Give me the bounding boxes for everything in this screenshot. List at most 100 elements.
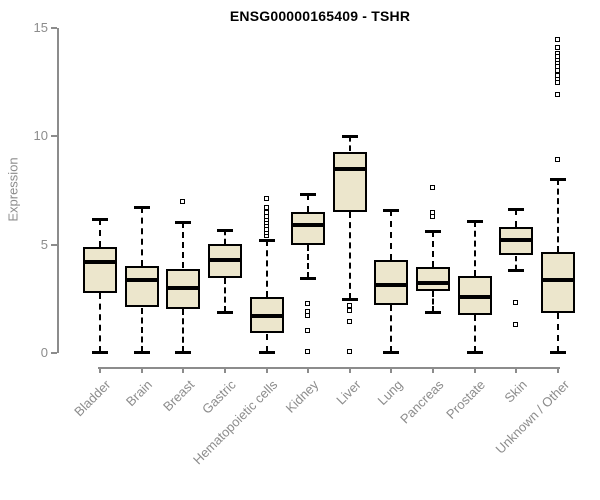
lower-whisker-line <box>348 212 351 299</box>
box-pancreas <box>416 267 451 292</box>
lower-whisker-cap <box>425 310 442 314</box>
y-tick <box>51 243 57 246</box>
upper-whisker-cap <box>466 219 483 223</box>
lower-whisker-line <box>265 333 268 352</box>
upper-whisker-line <box>390 210 393 260</box>
x-tick <box>432 367 435 373</box>
median-line <box>166 286 201 290</box>
median-line <box>124 278 159 283</box>
x-tick-label: Breast <box>159 377 197 415</box>
outlier-point <box>305 313 311 319</box>
lower-whisker-cap <box>300 277 317 281</box>
lower-whisker-cap <box>175 350 192 354</box>
x-tick <box>348 367 351 373</box>
outlier-point <box>555 157 561 163</box>
lower-whisker-line <box>182 308 185 352</box>
median-line <box>541 278 576 283</box>
upper-whisker-cap <box>258 239 275 243</box>
x-tick-label: Prostate <box>443 377 489 422</box>
lower-whisker-line <box>223 278 226 312</box>
upper-whisker-line <box>265 240 268 297</box>
x-tick-label: Liver <box>332 377 364 408</box>
lower-whisker-cap <box>383 350 400 354</box>
lower-whisker-cap <box>258 350 275 354</box>
upper-whisker-cap <box>383 209 400 212</box>
outlier-point <box>513 300 519 306</box>
upper-whisker-line <box>515 208 518 228</box>
x-tick-label: Bladder <box>71 377 114 420</box>
upper-whisker-cap <box>425 229 442 233</box>
outlier-point <box>430 213 436 219</box>
lower-whisker-line <box>390 305 393 352</box>
outlier-point <box>513 321 519 327</box>
x-tick-label: Kidney <box>283 377 322 416</box>
x-tick <box>557 367 560 373</box>
lower-whisker-cap <box>216 310 233 314</box>
median-line <box>457 294 492 299</box>
box-kidney <box>291 212 326 245</box>
median-line <box>332 166 367 171</box>
y-tick-label: 10 <box>33 128 48 144</box>
box-liver <box>332 151 367 213</box>
upper-whisker-cap <box>216 228 233 232</box>
upper-whisker-line <box>432 230 435 268</box>
x-tick <box>390 367 393 373</box>
lower-whisker-cap <box>92 350 108 354</box>
x-tick-label: Unknown / Other <box>492 377 572 457</box>
lower-whisker-cap <box>550 350 567 354</box>
outlier-point <box>555 80 561 86</box>
outlier-point <box>346 318 352 324</box>
lower-whisker-line <box>307 244 310 279</box>
x-tick <box>99 367 101 373</box>
upper-whisker-line <box>307 193 310 213</box>
lower-whisker-line <box>515 255 518 270</box>
outlier-point <box>555 36 561 42</box>
outlier-point <box>346 348 352 354</box>
lower-whisker-line <box>432 291 435 312</box>
outlier-point <box>555 44 561 50</box>
upper-whisker-cap <box>341 135 358 139</box>
upper-whisker-line <box>182 221 185 269</box>
lower-whisker-cap <box>341 297 358 301</box>
upper-whisker-line <box>348 136 351 152</box>
lower-whisker-cap <box>466 350 483 354</box>
y-axis-line <box>57 28 59 353</box>
lower-whisker-cap <box>133 350 150 354</box>
x-tick <box>182 367 185 373</box>
upper-whisker-line <box>473 220 476 277</box>
lower-whisker-line <box>99 293 101 352</box>
median-line <box>249 314 284 319</box>
box-lung <box>374 259 409 306</box>
outlier-point <box>430 185 436 191</box>
median-line <box>83 260 117 264</box>
upper-whisker-cap <box>300 192 317 196</box>
x-tick <box>307 367 310 373</box>
median-line <box>291 223 326 228</box>
x-tick-label: Pancreas <box>397 377 447 427</box>
median-line <box>499 238 534 243</box>
upper-whisker-cap <box>92 217 108 221</box>
x-tick <box>515 367 518 373</box>
x-tick <box>140 367 143 373</box>
lower-whisker-cap <box>508 268 525 272</box>
y-tick-label: 0 <box>40 345 48 360</box>
upper-whisker-cap <box>508 207 525 211</box>
upper-whisker-line <box>557 178 560 253</box>
median-line <box>207 257 242 262</box>
median-line <box>416 280 451 285</box>
outlier-point <box>263 204 269 210</box>
outlier-point <box>263 196 269 202</box>
outlier-point <box>346 307 352 313</box>
x-tick-label: Gastric <box>198 377 239 417</box>
outlier-point <box>305 301 311 307</box>
upper-whisker-line <box>99 218 101 247</box>
y-tick <box>51 352 57 354</box>
x-axis-line <box>98 367 560 369</box>
lower-whisker-line <box>140 307 143 352</box>
x-tick <box>223 367 226 373</box>
x-tick <box>265 367 268 373</box>
y-tick <box>51 135 57 138</box>
upper-whisker-line <box>223 229 226 244</box>
x-tick-label: Brain <box>123 377 156 410</box>
